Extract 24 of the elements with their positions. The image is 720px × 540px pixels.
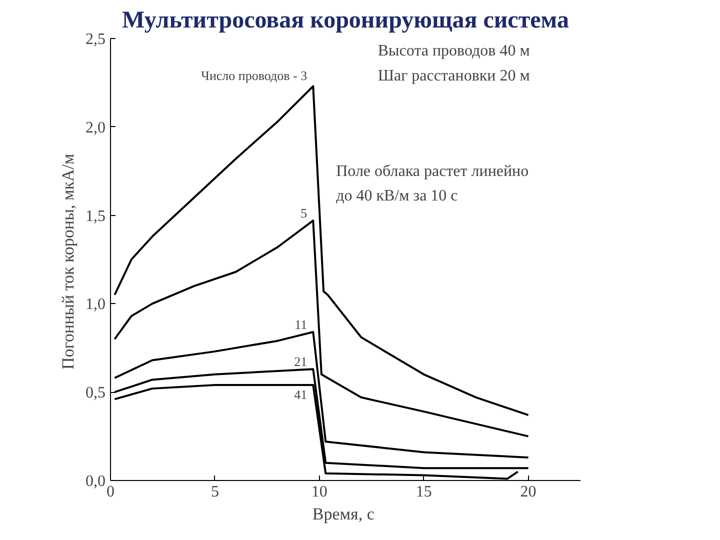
series-label: 5 (300, 206, 308, 221)
y-tick-label: 0,0 (86, 473, 106, 490)
chart-title: Мультитросовая коронирующая система (122, 8, 569, 34)
annotation: Высота проводов 40 м (378, 42, 530, 60)
annotation: Поле облака растет линейно (336, 162, 529, 180)
y-tick-label: 0,5 (86, 384, 106, 402)
series-label: 21 (294, 354, 308, 370)
y-tick-label: 2,5 (86, 31, 106, 48)
annotation: Шаг расстановки 20 м (378, 67, 530, 84)
y-tick-label: 1,0 (86, 296, 106, 314)
series-label: Число проводов - 3 (200, 68, 308, 84)
line-series (114, 85, 530, 416)
annotation: до 40 кВ/м за 10 с (336, 188, 458, 205)
series-label: 41 (294, 387, 308, 402)
x-tick-label: 0 (106, 484, 114, 500)
series-label: 11 (294, 316, 308, 332)
x-axis-title: Время, с (312, 504, 375, 524)
y-tick-label: 1,5 (86, 208, 106, 225)
x-tick-label: 20 (520, 484, 536, 500)
y-tick-label: 2,0 (86, 119, 106, 136)
x-tick-label: 15 (416, 484, 432, 500)
x-tick-label: 5 (210, 484, 219, 500)
y-axis-title: Погонный ток короны, мкА/м (58, 154, 78, 370)
x-tick-label: 10 (311, 484, 328, 500)
